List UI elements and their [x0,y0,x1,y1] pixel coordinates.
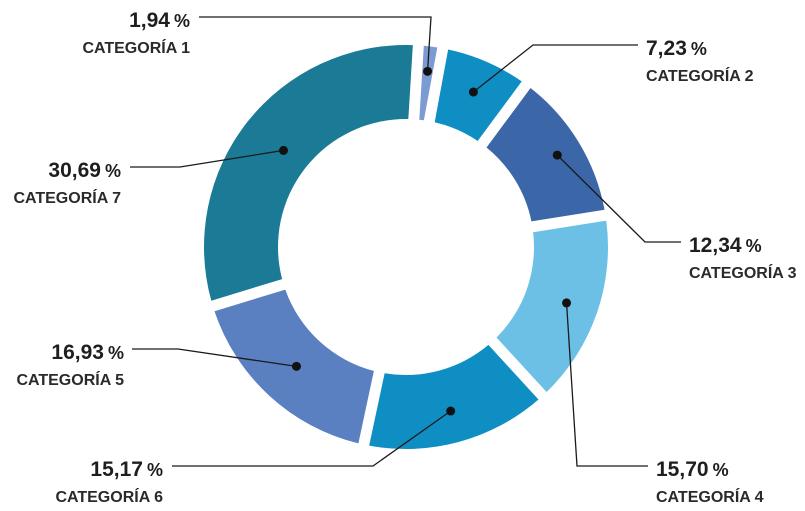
callout-dot [552,150,562,160]
slice-value-label: 30,69% [48,159,121,182]
callout-dot [446,406,456,416]
callout-line [472,44,638,93]
slice-value-label: 15,17% [90,458,163,481]
slice-categor-a-2 [434,49,522,141]
slice-category-label: CATEGORÍA 2 [646,66,754,85]
slice-category-label: CATEGORÍA 5 [16,370,124,389]
callout-line [556,154,681,243]
slice-category-label: CATEGORÍA 3 [689,263,797,282]
slice-value-label: 7,23% [646,37,707,60]
slice-value-label: 12,34% [689,234,762,257]
callout-dot [423,66,433,76]
callout-dot [562,298,572,308]
callout-line [130,149,284,168]
callout-dot [279,145,289,155]
slice-category-label: CATEGORÍA 1 [82,38,190,57]
callout-line [172,410,452,467]
slice-categor-a-7 [204,45,413,301]
slice-categor-a-3 [486,87,605,222]
slice-value-label: 16,93% [51,341,124,364]
callout-dot [468,87,478,97]
callout-line [132,348,297,368]
labels-group: 1,94 % CATEGORÍA 1 7,23 % CATEGORÍA 2 12,34 % CA… [13,9,796,506]
slice-value-label: 15,70% [656,458,729,481]
callout-line [199,16,432,72]
slice-category-label: CATEGORÍA 7 [13,188,121,207]
slices-group [204,45,608,449]
slice-category-label: CATEGORÍA 4 [656,487,764,506]
slice-value-label: 1,94% [129,9,190,32]
callout-lines-group [130,16,681,467]
slice-categor-a-6 [369,344,539,449]
callout-dot [291,361,301,371]
slice-category-label: CATEGORÍA 6 [55,487,163,506]
slice-categor-a-4 [496,220,608,393]
slice-categor-a-1 [419,45,438,121]
callout-line [565,302,648,467]
